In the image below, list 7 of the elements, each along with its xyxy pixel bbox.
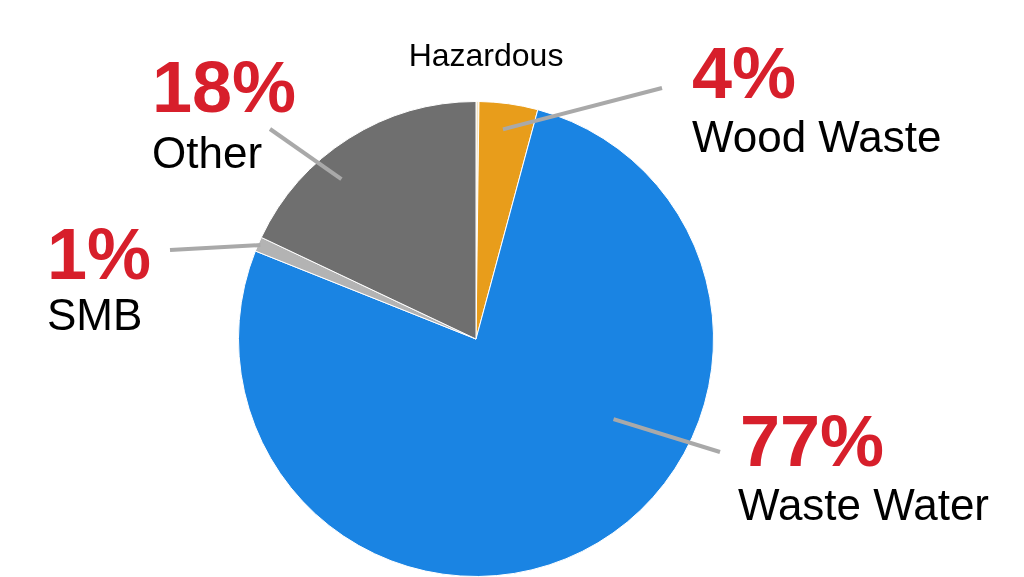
- slice-label: Hazardous: [408, 37, 564, 73]
- data-label: 77%: [740, 401, 885, 481]
- data-label: 18%: [152, 47, 297, 127]
- slice-label: Waste Water: [738, 480, 990, 529]
- slice-label: Other: [152, 128, 263, 177]
- slice-label: Wood Waste: [692, 112, 942, 161]
- data-label: 4%: [692, 33, 797, 113]
